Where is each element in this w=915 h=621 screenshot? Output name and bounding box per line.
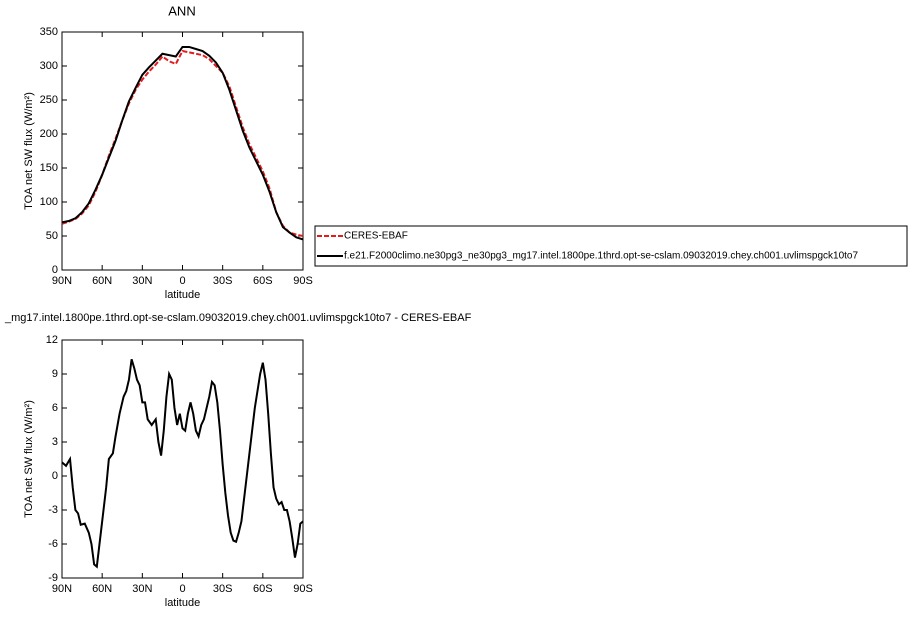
y-tick-label: 150 — [40, 162, 58, 174]
plot-frame — [61, 339, 304, 579]
x-tick-label: 60N — [92, 275, 112, 287]
series-line — [61, 358, 304, 569]
y-tick-label: 0 — [52, 470, 58, 482]
legend-label: CERES-EBAF — [344, 231, 408, 242]
x-tick-label: 30S — [213, 583, 233, 595]
legend-box — [314, 225, 908, 267]
y-tick-label: 0 — [52, 264, 58, 276]
x-tick-label: 30N — [132, 583, 152, 595]
x-tick-label: 90S — [293, 275, 313, 287]
series-line — [61, 45, 304, 241]
y-tick-label: 50 — [46, 230, 58, 242]
y-tick-label: 300 — [40, 60, 58, 72]
y-tick-label: -3 — [48, 504, 58, 516]
y-tick-label: 350 — [40, 26, 58, 38]
y-tick-label: -6 — [48, 538, 58, 550]
y-tick-label: 6 — [52, 402, 58, 414]
y-tick-label: -9 — [48, 572, 58, 584]
y-axis-label: TOA net SW flux (W/m²) — [23, 400, 35, 518]
x-tick-label: 0 — [179, 583, 185, 595]
legend-label: f.e21.F2000climo.ne30pg3_ne30pg3_mg17.in… — [344, 251, 858, 262]
y-tick-label: 9 — [52, 368, 58, 380]
x-tick-label: 60S — [253, 275, 273, 287]
chart-title: ANN — [168, 3, 195, 18]
y-axis-label: TOA net SW flux (W/m²) — [23, 92, 35, 210]
series-line — [61, 49, 304, 237]
y-tick-label: 12 — [46, 334, 58, 346]
chart-title: _mg17.intel.1800pe.1thrd.opt-se-cslam.09… — [4, 312, 472, 324]
y-tick-label: 100 — [40, 196, 58, 208]
x-tick-label: 60S — [253, 583, 273, 595]
x-axis-label: latitude — [165, 289, 200, 301]
x-tick-label: 90S — [293, 583, 313, 595]
y-tick-label: 250 — [40, 94, 58, 106]
x-tick-label: 0 — [179, 275, 185, 287]
x-tick-label: 90N — [52, 583, 72, 595]
x-axis-label: latitude — [165, 597, 200, 609]
plot-frame — [61, 31, 304, 271]
x-tick-label: 90N — [52, 275, 72, 287]
x-tick-label: 60N — [92, 583, 112, 595]
x-tick-label: 30S — [213, 275, 233, 287]
x-tick-label: 30N — [132, 275, 152, 287]
y-tick-label: 200 — [40, 128, 58, 140]
y-tick-label: 3 — [52, 436, 58, 448]
